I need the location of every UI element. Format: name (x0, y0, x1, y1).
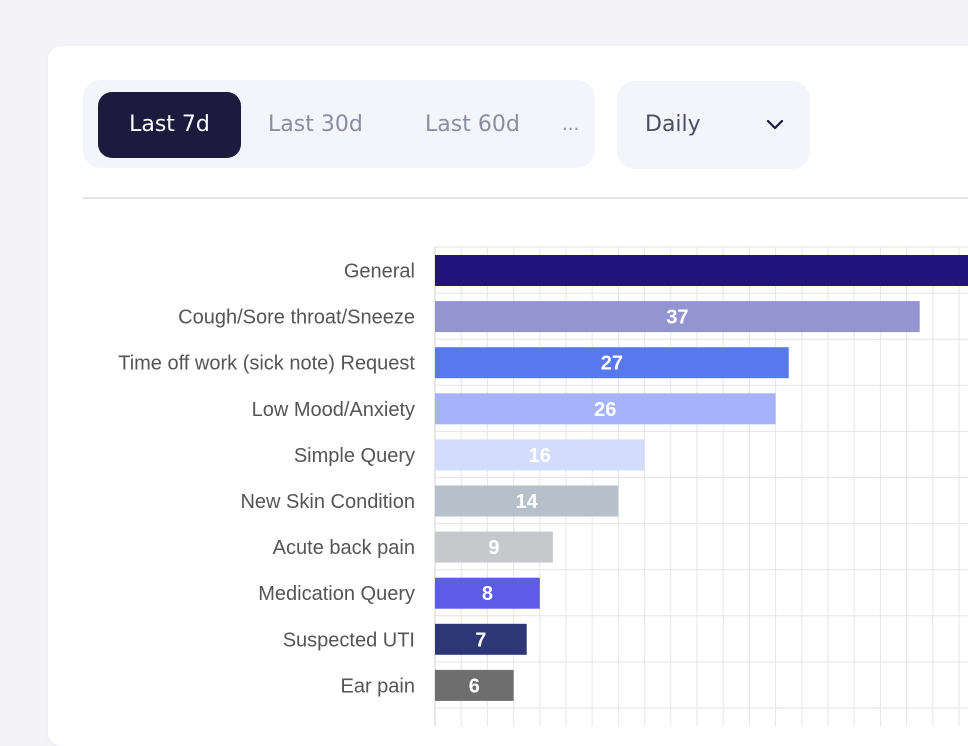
data-label: 6 (469, 675, 480, 697)
category-label: Simple Query (294, 445, 415, 467)
range-button-last-30d[interactable]: Last 30d (268, 112, 363, 137)
bar (435, 347, 789, 379)
bar (435, 393, 776, 425)
category-label: Medication Query (258, 583, 415, 605)
range-button-last-60d[interactable]: Last 60d (425, 112, 520, 137)
data-label: 8 (482, 583, 493, 605)
bar (435, 623, 527, 655)
data-label: 27 (601, 353, 623, 375)
bar (435, 531, 553, 563)
data-label: 37 (666, 307, 688, 329)
category-label: Cough/Sore throat/Sneeze (178, 307, 415, 329)
data-label: 14 (516, 491, 539, 513)
bar (435, 439, 645, 471)
category-label: Low Mood/Anxiety (252, 399, 415, 421)
bar-chart: General Cough/Sore throat/Sneeze 37 Time of… (118, 246, 968, 726)
bar (435, 577, 540, 609)
category-label: Ear pain (341, 675, 416, 697)
range-more-button[interactable]: ... (562, 114, 580, 135)
bar (435, 669, 514, 701)
category-label: New Skin Condition (240, 491, 415, 513)
bar (435, 301, 920, 333)
frequency-dropdown[interactable]: Daily (617, 81, 810, 169)
data-label: 26 (594, 399, 616, 421)
category-label: General (344, 261, 415, 283)
data-label: 16 (529, 445, 551, 467)
data-label: 9 (488, 537, 499, 559)
bar (435, 485, 619, 517)
bar (435, 255, 968, 286)
data-label: 7 (475, 629, 486, 651)
category-label: Time off work (sick note) Request (118, 353, 415, 375)
frequency-value: Daily (645, 112, 701, 137)
divider (83, 197, 968, 199)
range-button-last-7d[interactable]: Last 7d (98, 92, 241, 158)
category-label: Suspected UTI (283, 629, 415, 651)
category-label: Acute back pain (273, 537, 415, 559)
chevron-down-icon (766, 119, 784, 130)
